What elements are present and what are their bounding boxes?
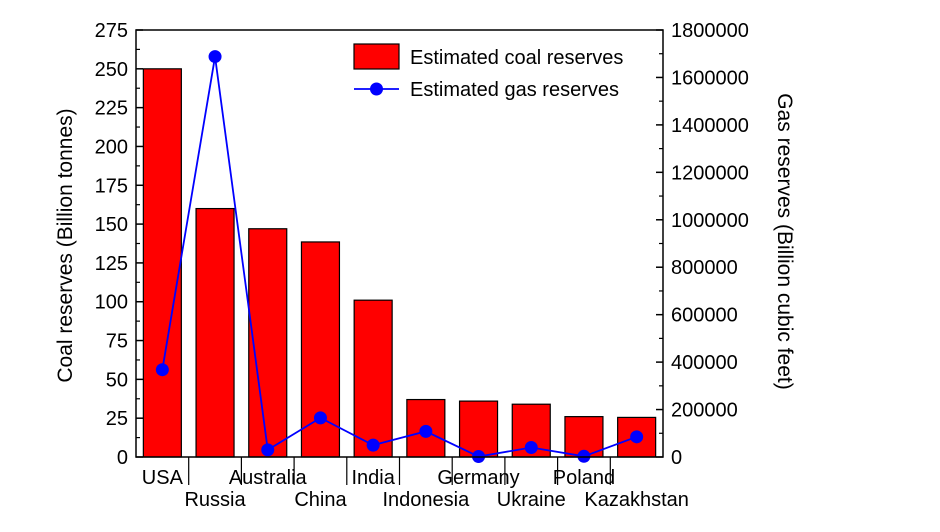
gas-point [208,50,222,64]
x-tick-label: USA [142,467,184,489]
gas-point [261,443,275,457]
gas-point [630,430,644,444]
gas-point [524,441,538,455]
y-tick-label: 0 [117,447,128,469]
y-tick-label: 75 [106,331,128,353]
y-axis-label: Coal reserves (Billion tonnes) [54,108,77,382]
gas-point [313,411,327,425]
gas-line [161,56,637,458]
y-tick-label: 150 [95,214,128,236]
gas-point [419,424,433,438]
coal-bar [195,207,235,458]
x-tick-label: Russia [184,489,246,511]
gas-point [366,438,380,452]
y-tick-label: 175 [95,175,128,197]
y2-tick-label: 1200000 [671,162,749,184]
y2-tick-label: 1800000 [671,20,749,42]
y2-tick-label: 0 [671,447,682,469]
y2-tick-label: 400000 [671,352,738,374]
coal-bar [353,299,393,458]
x-tick-label: Ukraine [497,489,566,511]
x-tick-label: Germany [437,467,519,489]
y-tick-label: 125 [95,253,128,275]
x-tick-label: Poland [553,467,615,489]
x-tick-label: Kazakhstan [584,489,689,511]
x-tick-label: China [294,489,347,511]
y-tick-label: 200 [95,136,128,158]
legend-gas-label: Estimated gas reserves [410,79,619,101]
x-tick-label: India [351,467,395,489]
y2-tick-label: 1000000 [671,210,749,232]
legend-coal-label: Estimated coal reserves [410,47,623,69]
gas-point [155,363,169,377]
y2-tick-label: 800000 [671,257,738,279]
y-tick-label: 25 [106,408,128,430]
legend-gas-marker [370,82,383,96]
y-tick-label: 250 [95,59,128,81]
y2-axis-label: Gas reserves (Billion cubic feet) [773,93,796,389]
y2-tick-label: 600000 [671,305,738,327]
y2-tick-label: 1400000 [671,115,749,137]
axes-layer [135,29,664,485]
y-tick-label: 50 [106,369,128,391]
x-tick-label: Indonesia [382,489,470,511]
coal-bar [458,400,499,458]
y-tick-label: 275 [95,20,128,42]
y-tick-label: 100 [95,292,128,314]
y2-tick-label: 1600000 [671,67,749,89]
line-layer [155,50,644,464]
x-tick-label: Australia [229,467,308,489]
legend-coal-swatch [353,43,400,70]
bars-layer [142,68,657,458]
labels-layer: 0 25 50 75 100 125 150 175 200 225 250 275 0 200000 40… [54,20,796,511]
y2-tick-label: 200000 [671,400,738,422]
legend: Estimated coal reserves Estimated gas res… [353,43,623,101]
coal-bar [248,228,288,458]
y-tick-label: 225 [95,98,128,120]
coal-bar [142,68,182,458]
